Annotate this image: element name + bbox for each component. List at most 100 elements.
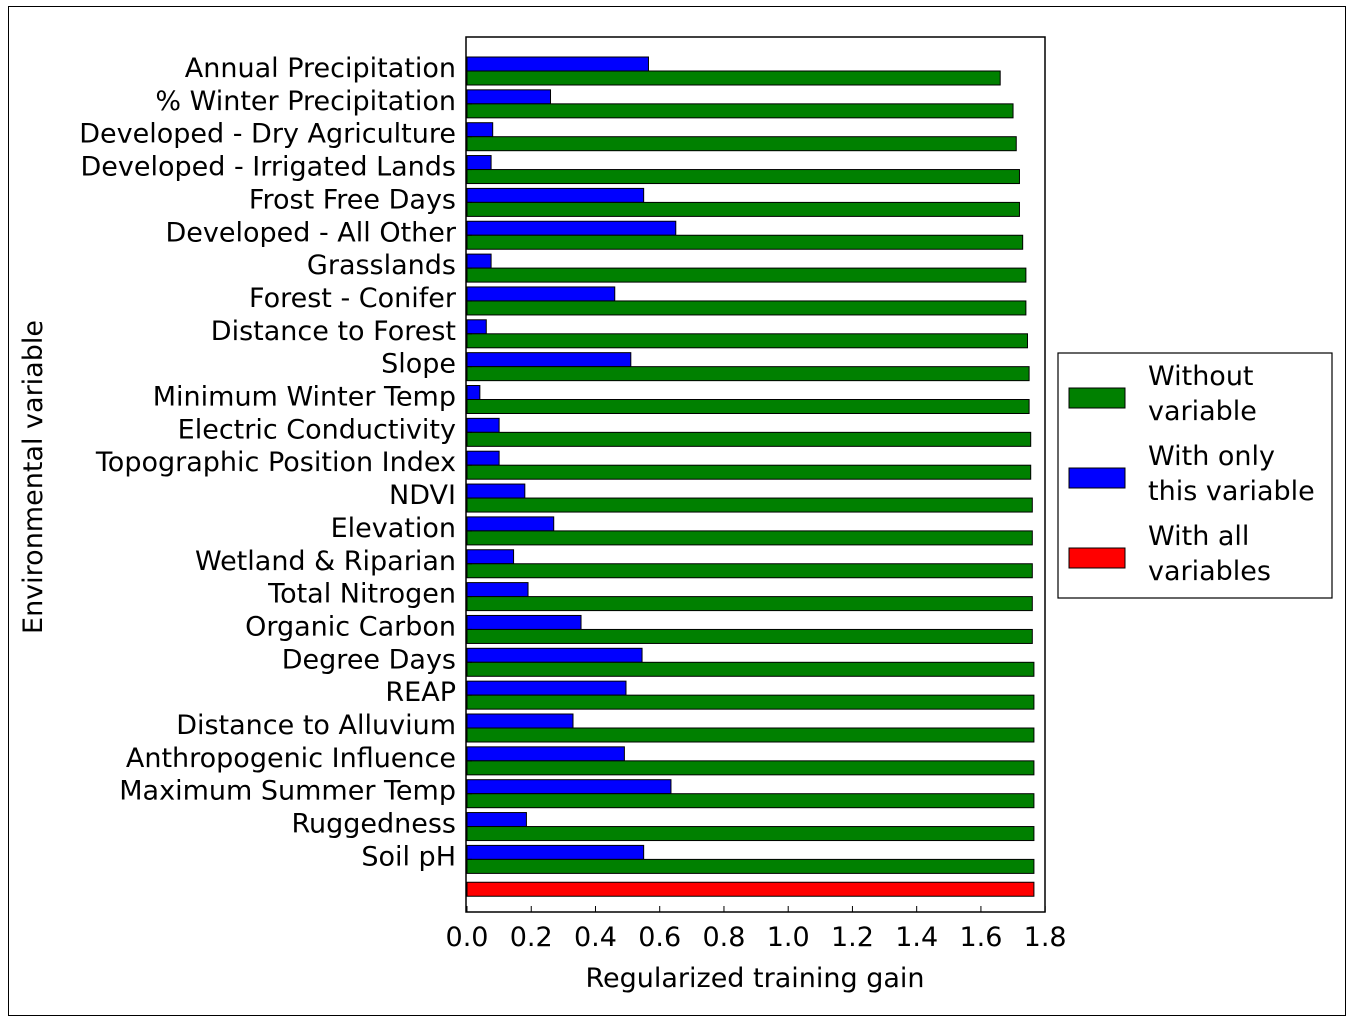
bar-without-variable [466,826,1035,842]
y-tick-label: Annual Precipitation [185,53,456,84]
bar-without-variable [466,431,1032,447]
bar-without-variable [466,333,1028,349]
bar-with-only-this-variable [466,844,645,860]
bar-without-variable [466,563,1033,579]
bar-with-only-this-variable [466,56,649,72]
bar-without-variable [466,169,1020,185]
y-tick-label: NDVI [389,480,456,511]
bar-with-only-this-variable [466,155,492,171]
y-tick-label: % Winter Precipitation [155,86,456,117]
plot-area-border [465,36,1046,913]
y-tick-label: Anthropogenic Influence [126,743,456,774]
bar-without-variable [466,760,1035,776]
x-tick-label: 0.0 [446,922,489,953]
bar-without-variable [466,201,1020,217]
legend-items: Without variable With only this variable Wit… [1068,361,1315,587]
y-tick-label: Slope [381,349,456,380]
legend-label-line2: variables [1148,556,1271,587]
bar-with-only-this-variable [466,385,481,400]
bar-with-only-this-variable [466,713,574,729]
bar-without-variable [466,596,1033,612]
x-tick-label: 0.8 [702,922,745,953]
bar-without-variable [466,399,1030,414]
bar-without-variable [466,858,1035,874]
legend-swatch [1068,387,1126,409]
legend-swatch [1068,547,1126,569]
y-tick-label: Soil pH [361,841,456,872]
y-tick-label: Minimum Winter Temp [153,382,456,413]
y-axis-label: Environmental variable [18,320,49,634]
bar-with-only-this-variable [466,253,492,269]
bar-with-only-this-variable [466,812,527,828]
bar-without-variable [466,628,1033,644]
bar-without-variable [466,497,1033,513]
bar-with-only-this-variable [466,516,555,532]
legend-swatch [1068,467,1126,489]
bar-with-only-this-variable [466,352,632,368]
legend: Without variable With only this variable Wit… [1057,352,1333,599]
x-tick-label: 1.8 [1024,922,1067,953]
y-tick-label: Grasslands [307,250,456,281]
y-tick-label: Topographic Position Index [95,447,456,478]
x-axis-label: Regularized training gain [585,963,924,994]
bar-with-only-this-variable [466,746,625,762]
chart-marks [466,56,1035,897]
y-tick-label: Developed - All Other [165,217,456,248]
y-tick-label: Wetland & Riparian [195,546,456,577]
y-tick-label: Maximum Summer Temp [119,776,456,807]
bar-with-only-this-variable [466,647,643,663]
x-tick-label: 0.4 [574,922,617,953]
y-tick-label: Frost Free Days [249,184,456,215]
bar-with-only-this-variable [466,122,494,138]
bar-without-variable [466,530,1033,546]
y-tick-label: Ruggedness [291,809,456,840]
bar-with-only-this-variable [466,450,500,466]
bar-with-only-this-variable [466,417,500,433]
x-tick-label: 0.6 [638,922,681,953]
bar-without-variable [466,464,1032,480]
x-tick-label: 1.4 [895,922,938,953]
y-tick-label: Distance to Alluvium [176,710,456,741]
bar-without-variable [466,661,1035,677]
legend-label-line1: With only [1148,441,1275,472]
x-tick-label: 0.2 [510,922,553,953]
y-tick-label: Developed - Dry Agriculture [79,119,456,150]
bar-without-variable [466,136,1017,152]
bar-without-variable [466,70,1001,86]
x-tick-label: 1.0 [767,922,810,953]
bar-without-variable [466,366,1030,382]
y-tick-label: Degree Days [282,644,456,675]
bar-with-only-this-variable [466,187,645,203]
bar-without-variable [466,234,1024,250]
bar-with-only-this-variable [466,582,529,598]
bar-with-only-this-variable [466,680,627,696]
y-tick-label: Forest - Conifer [249,283,457,314]
bar-without-variable [466,793,1035,809]
bar-with-only-this-variable [466,220,677,236]
x-tick-labels: 0.0 0.2 0.4 0.6 0.8 1.0 1.2 1.4 1.6 1.8 [446,906,1067,953]
y-tick-label: Electric Conductivity [178,414,456,445]
y-tick-label: Total Nitrogen [267,579,456,610]
y-tick-label: Elevation [331,513,456,544]
bar-with-only-this-variable [466,779,672,795]
y-tick-label: Distance to Forest [211,316,456,347]
bar-without-variable [466,103,1014,119]
bar-with-only-this-variable [466,483,526,499]
bar-without-variable [466,727,1035,743]
bar-with-only-this-variable [466,549,515,565]
y-tick-label: Developed - Irrigated Lands [80,152,456,183]
legend-label-line2: variable [1148,396,1257,427]
x-tick-label: 1.2 [831,922,874,953]
bar-with-only-this-variable [466,319,487,335]
bar-without-variable [466,267,1027,283]
y-tick-label: Organic Carbon [245,611,456,642]
bar-without-variable [466,694,1035,710]
bar-without-variable [466,300,1027,316]
y-tick-label: REAP [385,677,456,708]
legend-label-line2: this variable [1148,476,1315,507]
legend-label-line1: With all [1148,521,1249,552]
legend-label-line1: Without [1148,361,1254,392]
bar-with-only-this-variable [466,89,552,105]
bar-with-only-this-variable [466,286,616,302]
